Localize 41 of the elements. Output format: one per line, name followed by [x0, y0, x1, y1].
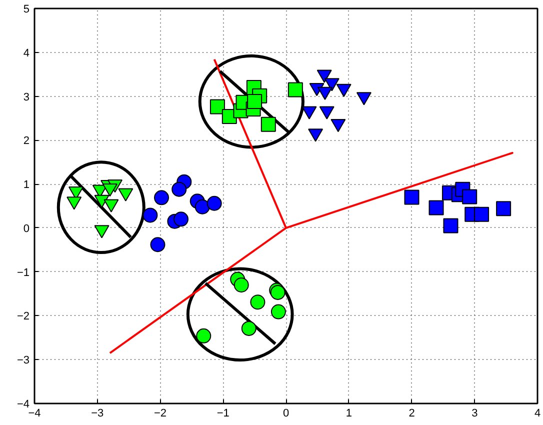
- x-tick-label: 2: [408, 408, 415, 420]
- point: [270, 304, 286, 320]
- point: [462, 189, 478, 204]
- y-tick-label: 1: [23, 179, 30, 192]
- x-tick-label: −3: [91, 408, 104, 420]
- line-series: [108, 58, 514, 354]
- x-tick-label: −1: [216, 408, 230, 420]
- x-tick-label: 1: [346, 408, 352, 420]
- point: [428, 200, 444, 216]
- point: [496, 201, 512, 216]
- y-tick-label: 2: [23, 135, 30, 148]
- point: [206, 196, 222, 211]
- y-tick-label: −2: [16, 310, 30, 323]
- point: [247, 94, 262, 110]
- point: [234, 278, 249, 292]
- y-tick-label: −4: [16, 398, 30, 410]
- point: [288, 82, 303, 98]
- y-tick-label: 0: [23, 222, 30, 235]
- point: [404, 190, 420, 205]
- point: [196, 328, 212, 344]
- point: [210, 99, 225, 114]
- x-tick-label: 0: [282, 408, 290, 420]
- y-tick-label: −3: [16, 354, 30, 367]
- point: [474, 206, 490, 222]
- point: [241, 320, 256, 336]
- y-tick-label: 5: [23, 4, 30, 16]
- point: [194, 199, 210, 214]
- x-tick-label: 4: [534, 408, 541, 420]
- point: [443, 218, 458, 234]
- y-tick-label: −1: [16, 266, 30, 279]
- point: [250, 294, 266, 310]
- x-tick-label: 3: [472, 408, 478, 420]
- y-tick-label: 3: [23, 91, 30, 104]
- x-tick-label: −2: [154, 408, 167, 420]
- point: [154, 190, 170, 206]
- point: [172, 182, 187, 197]
- point: [142, 208, 158, 223]
- point: [150, 237, 166, 252]
- y-tick-label: 4: [23, 47, 30, 60]
- point: [260, 116, 276, 132]
- point: [174, 212, 188, 227]
